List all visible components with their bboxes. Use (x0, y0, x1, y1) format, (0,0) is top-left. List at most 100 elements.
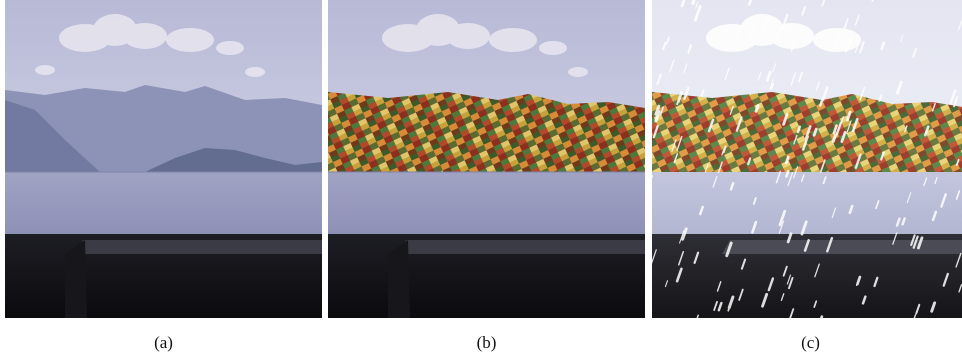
caption-c: (c) (801, 333, 820, 352)
rain-streak (707, 118, 715, 133)
texture-region (328, 92, 645, 172)
rain-streak (854, 40, 861, 53)
rain-streak (790, 72, 797, 86)
rain-streak (855, 277, 860, 287)
rain-streak (775, 170, 782, 184)
rain-streak (912, 47, 917, 58)
rain-streak (873, 276, 879, 288)
rain-streak (800, 174, 805, 182)
rain-streak (654, 110, 661, 123)
rain-streak (785, 170, 790, 178)
rain-streak (786, 232, 793, 244)
rain-streak (696, 314, 699, 318)
rain-streak (819, 159, 826, 173)
rain-streak (693, 5, 702, 22)
rain-streak (652, 249, 657, 264)
rain-streak (713, 300, 718, 311)
rain-streak (955, 252, 962, 268)
rain-streak (833, 36, 840, 50)
rain-streak (778, 220, 785, 234)
rain-streak (793, 134, 798, 145)
rain-streak (757, 72, 762, 81)
rain-streak (851, 117, 859, 133)
rain-streak (790, 40, 796, 52)
rain-streak (843, 22, 848, 30)
rain-streak (683, 86, 690, 100)
rain-streak (797, 71, 803, 83)
rain-streak (787, 276, 794, 290)
rain-streak (875, 200, 880, 210)
rain-streak (900, 34, 904, 43)
rain-streak (958, 284, 962, 293)
rain-streak (722, 145, 727, 154)
rain-streak (826, 236, 834, 253)
rain-streak (704, 163, 709, 173)
rain-streak (654, 104, 661, 116)
rain-streak (859, 86, 866, 101)
rain-streak (796, 125, 802, 134)
rain-streak (767, 277, 775, 292)
rain-streak (761, 292, 769, 308)
rain-streak (735, 116, 743, 132)
rain-streak (892, 232, 898, 245)
rain-streak (782, 113, 789, 126)
rain-streak (693, 251, 700, 264)
rain-streak (721, 148, 725, 156)
rain-streak (665, 36, 670, 45)
rain-streak (904, 125, 908, 133)
rain-streak (751, 220, 758, 234)
rain-streak (940, 193, 947, 208)
rain-streak (878, 94, 883, 102)
rain-streak (747, 0, 753, 6)
lake-scene-textured-photo (328, 0, 645, 318)
rain-streak (915, 303, 921, 315)
rain-streak (727, 295, 735, 310)
rain-streak (845, 37, 852, 53)
rain-streak (957, 18, 962, 31)
caption-a: (a) (154, 333, 173, 352)
rain-streak (747, 157, 752, 166)
rain-streak (832, 124, 838, 135)
rain-streak (687, 44, 692, 54)
rain-streak (725, 241, 733, 258)
rain-streak (786, 274, 792, 285)
rain-streak (754, 104, 760, 113)
rain-streak (664, 280, 669, 288)
rain-streak (729, 181, 735, 191)
cloud-shape (35, 14, 265, 77)
rain-streak (813, 300, 818, 308)
rain-streak (700, 89, 705, 97)
rain-streak (671, 139, 677, 153)
rain-streak (831, 134, 837, 143)
rain-streak (735, 30, 740, 38)
rain-streak (821, 0, 826, 7)
rain-streak (770, 82, 775, 90)
rain-streak (880, 151, 885, 161)
rain-streak (955, 158, 960, 166)
rain-streak (784, 155, 790, 165)
rain-streak (814, 263, 820, 278)
rain-streak (804, 125, 812, 140)
rain-streak (677, 91, 683, 103)
rain-streak (765, 70, 772, 82)
rain-streak (782, 265, 788, 277)
rain-streak (845, 110, 852, 122)
rain-streak (801, 6, 807, 16)
rain-streak (916, 236, 924, 250)
rain-streak (717, 301, 723, 312)
rain-streak (680, 0, 686, 8)
rain-streak (803, 239, 810, 252)
rain-streak (679, 229, 685, 244)
rain-streak (729, 105, 734, 115)
cloud-shape (382, 14, 588, 77)
rain-streak (934, 176, 938, 185)
rain-streak (695, 1, 699, 9)
rain-streak (859, 41, 865, 54)
rain-streak (772, 63, 777, 73)
rain-streak (652, 124, 659, 139)
rain-streak (910, 234, 916, 247)
rain-streak (835, 121, 843, 136)
rain-streak (752, 197, 757, 205)
rain-streak (789, 308, 795, 318)
rain-streak (676, 135, 683, 151)
